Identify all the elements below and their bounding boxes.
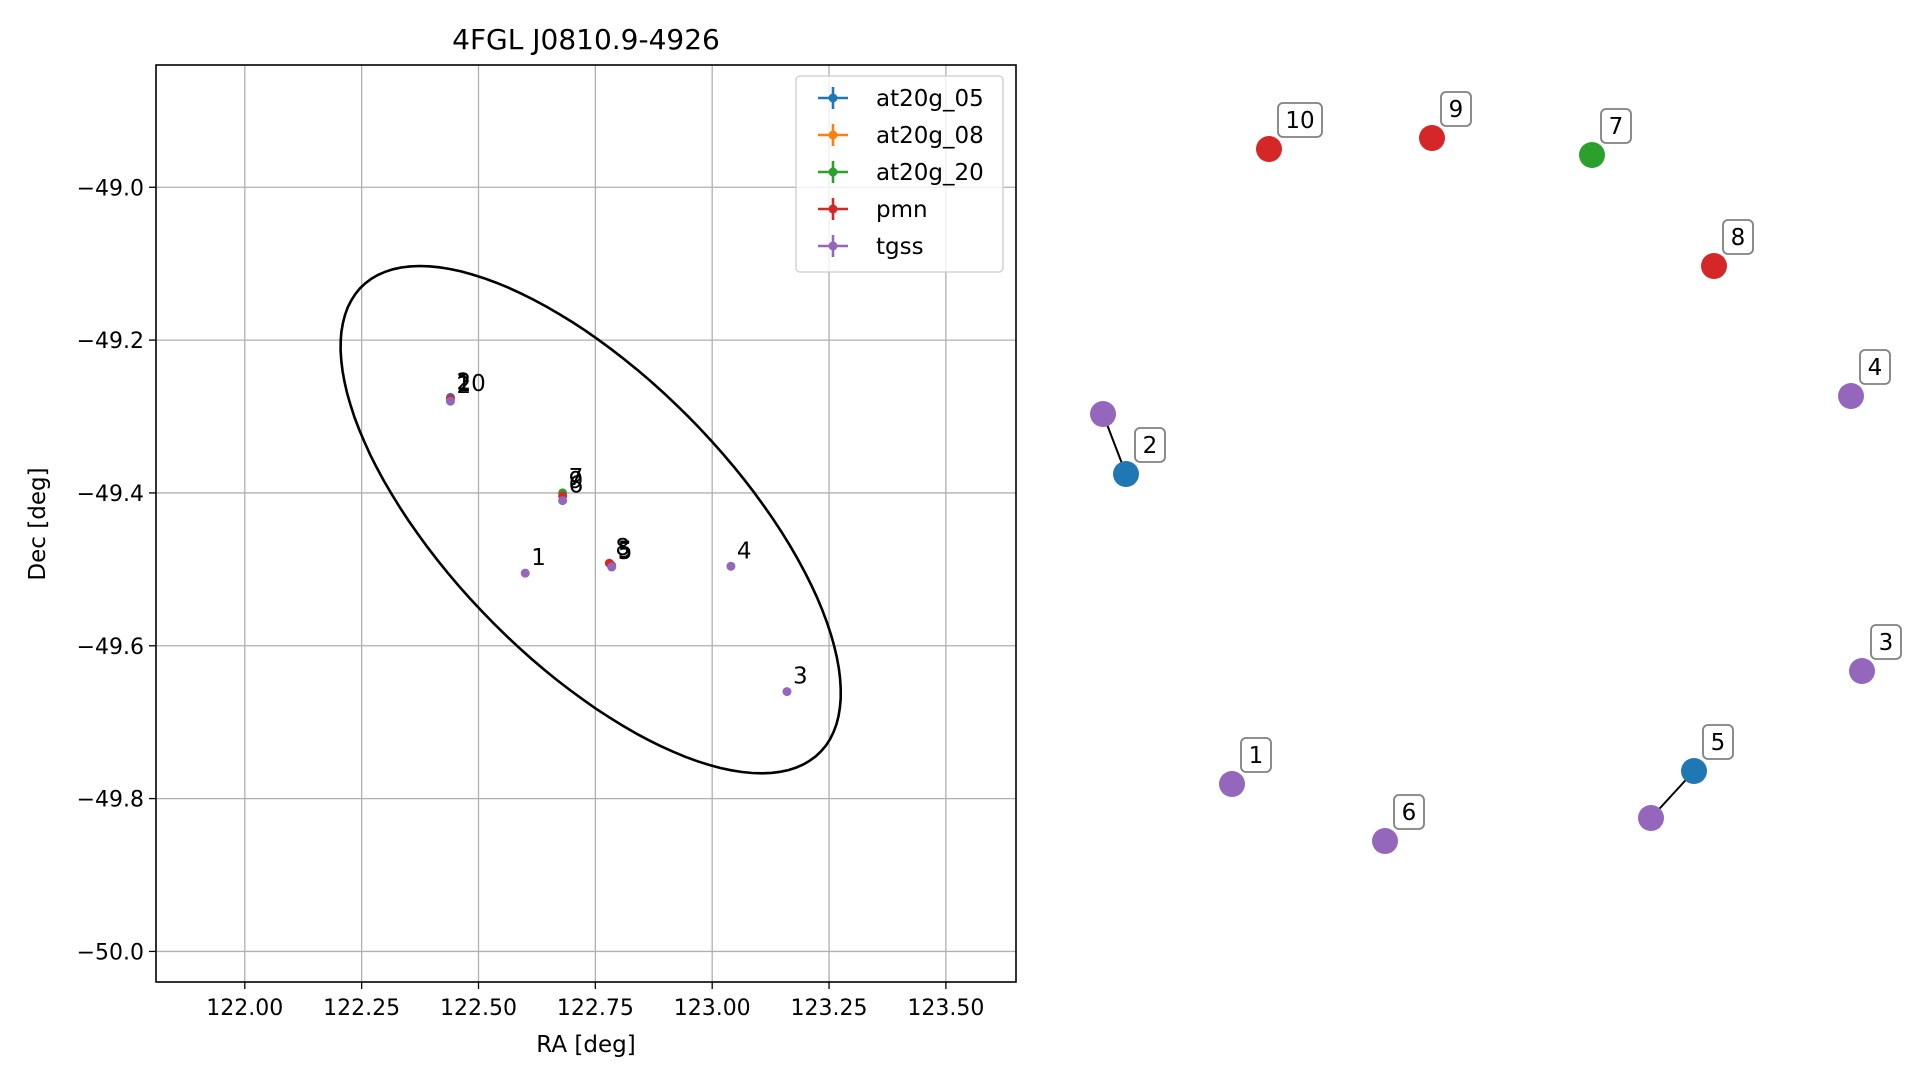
right-panel: 10 9 7 8 4 2 3 1 6 5: [1090, 91, 1902, 854]
y-tick-label: −50.0: [77, 940, 144, 965]
legend-frame: [795, 75, 1004, 273]
y-axis-label: Dec [deg]: [25, 467, 51, 580]
panel-marker: [1372, 828, 1398, 854]
legend-marker-tgss: [828, 241, 838, 251]
x-axis-label: RA [deg]: [536, 1032, 635, 1058]
panel-label-box: [1277, 102, 1323, 138]
panel-label: 2: [1143, 433, 1158, 459]
panel-label-box: [1600, 108, 1632, 144]
y-tick-label: −49.0: [77, 176, 144, 201]
x-tick-label: 123.50: [907, 996, 984, 1021]
legend-marker-at20g_20: [828, 167, 838, 177]
panel-marker: [1849, 658, 1875, 684]
point-tgss: [782, 687, 792, 697]
legend-label-at20g_20: at20g_20: [876, 160, 984, 186]
panel-marker: [1113, 461, 1139, 487]
error-ellipse: [339, 264, 842, 775]
y-tick-label: −49.4: [77, 482, 144, 507]
point-label: 4: [737, 538, 752, 564]
panel-label-box: [1240, 737, 1272, 773]
legend-label-at20g_05: at20g_05: [876, 86, 984, 112]
x-tick-label: 122.25: [323, 996, 400, 1021]
point-label: 2: [456, 369, 471, 395]
point-tgss: [726, 561, 736, 571]
panel-marker: [1219, 771, 1245, 797]
chart-title: 4FGL J0810.9-4926: [452, 23, 720, 56]
panel-marker: [1701, 253, 1727, 279]
x-tick-label: 123.25: [791, 996, 868, 1021]
panel-label-box: [1393, 794, 1425, 830]
panel-marker: [1838, 383, 1864, 409]
point-label: 5: [618, 539, 633, 565]
x-tick-label: 122.50: [440, 996, 517, 1021]
panel-label: 3: [1879, 630, 1894, 656]
legend-label-tgss: tgss: [876, 234, 924, 260]
panel-label: 9: [1449, 97, 1464, 123]
panel-label: 5: [1711, 730, 1726, 756]
x-tick-label: 122.75: [557, 996, 634, 1021]
panel-label-box: [1722, 219, 1754, 255]
point-tgss: [520, 568, 530, 578]
panel-marker: [1638, 805, 1664, 831]
panel-label-box: [1870, 624, 1902, 660]
y-ticks: −49.0 −49.2 −49.4 −49.6 −49.8 −50.0: [77, 176, 156, 965]
panel-label: 1: [1249, 743, 1264, 769]
panel-label-box: [1134, 427, 1166, 463]
panel-label: 4: [1868, 355, 1883, 381]
x-tick-label: 122.00: [206, 996, 283, 1021]
point-label: 5: [618, 538, 633, 564]
point-label: 10: [456, 371, 485, 397]
x-tick-label: 123.00: [674, 996, 751, 1021]
panel-label: 8: [1731, 225, 1746, 251]
y-tick-label: −49.8: [77, 788, 144, 813]
point-tgss: [607, 562, 617, 572]
legend-marker-at20g_08: [828, 130, 838, 140]
error-ellipse-layer: [339, 264, 842, 775]
panel-marker: [1256, 136, 1282, 162]
legend-marker-at20g_05: [828, 93, 838, 103]
panel-marker: [1579, 142, 1605, 168]
panel-label: 6: [1402, 800, 1417, 826]
legend-marker-pmn: [828, 204, 838, 214]
point-label: 3: [793, 664, 808, 690]
panel-label: 7: [1609, 114, 1624, 140]
y-tick-label: −49.2: [77, 329, 144, 354]
panel-label: 10: [1285, 108, 1314, 134]
point-label: 9: [569, 468, 584, 494]
point-label: 6: [569, 473, 584, 499]
data-points: [445, 392, 792, 697]
point-label: 8: [615, 535, 630, 561]
legend-label-at20g_08: at20g_08: [876, 123, 984, 149]
panel-marker: [1090, 401, 1116, 427]
plot-frame: [155, 64, 1017, 983]
legend-label-pmn: pmn: [876, 197, 928, 223]
point-tgss: [445, 396, 455, 406]
x-ticks: 122.00 122.25 122.50 122.75 123.00 123.25 123.…: [206, 982, 984, 1021]
y-tick-label: −49.6: [77, 635, 144, 660]
point-label: 2: [456, 373, 471, 399]
point-tgss: [558, 496, 568, 506]
point-label: 7: [569, 465, 584, 491]
panel-label-box: [1440, 91, 1472, 127]
panel-label-box: [1859, 349, 1891, 385]
point-label: 1: [531, 545, 546, 571]
panel-marker: [1681, 758, 1707, 784]
panel-marker: [1419, 125, 1445, 151]
panel-label-box: [1702, 724, 1734, 760]
